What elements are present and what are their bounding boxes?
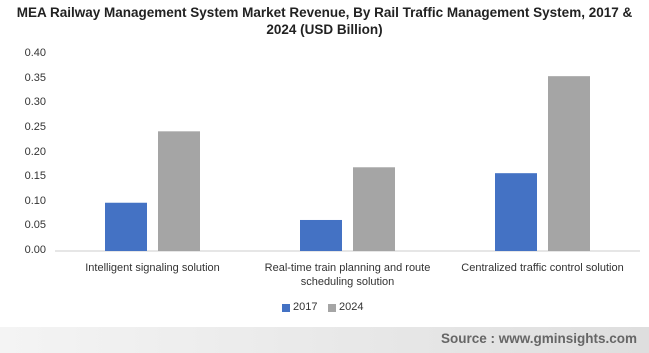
legend-label: 2024 <box>339 301 364 313</box>
legend-swatch <box>282 304 290 312</box>
chart-title: MEA Railway Management System Market Rev… <box>16 5 633 37</box>
x-tick-label: Centralized traffic control solution <box>461 262 624 274</box>
x-tick-label: Intelligent signaling solution <box>85 262 220 274</box>
legend-label: 2017 <box>293 301 318 313</box>
y-tick-label: 0.05 <box>24 219 46 232</box>
bar <box>495 173 537 251</box>
y-tick-label: 0.00 <box>24 244 46 256</box>
y-tick-label: 0.35 <box>24 71 46 84</box>
y-tick-label: 0.20 <box>24 145 46 158</box>
y-tick-label: 0.10 <box>24 194 46 207</box>
footer: Source : www.gminsights.com <box>0 327 649 353</box>
y-tick-label: 0.25 <box>24 120 46 133</box>
source: Source : www.gminsights.com <box>440 331 637 346</box>
bar <box>300 219 342 251</box>
bar <box>353 167 395 251</box>
x-tick-label: Real-time train planning and route sched… <box>264 262 431 288</box>
bar <box>105 202 147 251</box>
y-tick-label: 0.40 <box>24 47 46 59</box>
bar <box>158 131 200 251</box>
bar <box>548 76 590 251</box>
y-tick-label: 0.15 <box>24 170 46 183</box>
y-tick-label: 0.30 <box>24 96 46 109</box>
legend-swatch <box>328 304 336 312</box>
